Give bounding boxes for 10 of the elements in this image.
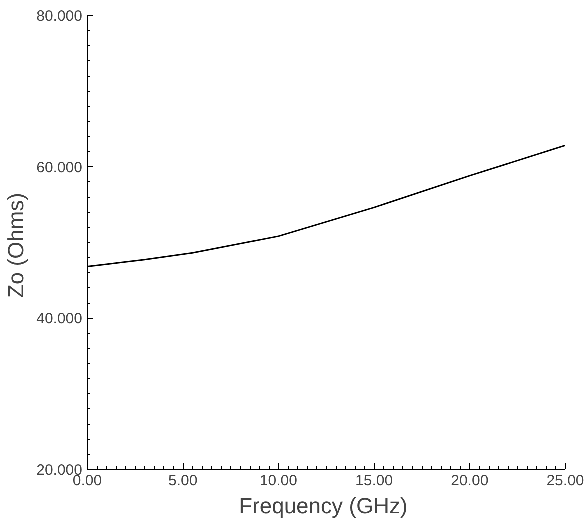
x-tick-label: 15.00 xyxy=(356,472,394,490)
x-tick-label: 10.00 xyxy=(260,472,298,490)
y-tick-label: 40.000 xyxy=(36,310,83,328)
y-tick-label: 80.000 xyxy=(36,8,83,25)
x-tick-label: 25.00 xyxy=(546,472,584,490)
y-tick-label: 60.000 xyxy=(36,159,83,176)
x-tick-label: 20.00 xyxy=(451,472,489,490)
x-axis-title: Frequency (GHz) xyxy=(239,494,408,518)
x-tick-label: 5.00 xyxy=(168,472,198,490)
y-axis-title: Zo (Ohms) xyxy=(4,192,29,298)
